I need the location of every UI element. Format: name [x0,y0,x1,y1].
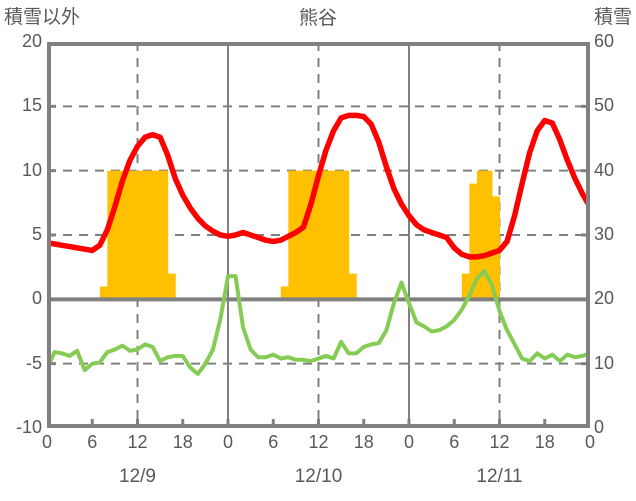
sunshine-bar [167,273,176,300]
right-tick-label: 60 [594,31,615,51]
sunshine-bar [484,170,493,300]
right-tick-label: 10 [594,352,615,373]
sunshine-bar [99,286,108,300]
sunshine-bar [280,286,289,300]
sunshine-bar [318,170,327,300]
right-axis-title: 積雪 [593,7,632,28]
x-tick-label: 0 [584,432,595,452]
sunshine-bars [99,170,500,300]
left-tick-label: -5 [25,352,42,373]
day-label: 12/10 [294,466,343,487]
sunshine-bar [469,183,478,300]
x-tick-label: 0 [41,432,52,452]
sunshine-bar [129,170,138,300]
day-label: 12/9 [119,466,156,487]
x-tick-label: 12 [308,432,329,452]
x-tick-label: 0 [222,432,233,452]
right-tick-label: 30 [594,224,615,244]
x-tick-label: 0 [403,432,414,452]
wind-line [47,269,590,376]
left-tick-label: -10 [15,417,42,437]
series-lines [47,112,590,428]
sunshine-bar [348,273,357,300]
chart-title: 熊谷 [298,8,337,29]
day-label: 12/11 [476,466,523,487]
left-tick-label: 0 [31,288,42,309]
temperature-line [47,112,590,260]
x-tick-label: 12 [489,432,510,452]
sunshine-bar [295,170,304,300]
sunshine-bar [491,196,500,300]
left-tick-label: 5 [31,224,42,244]
sunshine-bar [476,170,485,300]
sunshine-bar [160,170,169,300]
x-tick-label: 6 [268,432,279,452]
x-tick-label: 18 [534,432,555,452]
plot-svg [47,42,590,428]
x-tick-label: 18 [172,432,193,452]
sunshine-bar [326,170,335,300]
x-tick-label: 12 [127,432,148,452]
sunshine-bar [107,170,116,300]
x-tick-label: 6 [449,432,460,452]
right-tick-label: 0 [594,417,605,437]
left-tick-label: 20 [21,31,42,51]
left-tick-label: 10 [21,159,42,180]
right-tick-label: 50 [594,95,615,116]
x-tick-label: 6 [87,432,98,452]
sunshine-bar [114,170,123,300]
plot-area [47,42,590,428]
sunshine-bar [461,273,470,300]
left-tick-label: 15 [21,95,42,116]
sunshine-bar [152,170,161,300]
x-tick-label: 18 [353,432,374,452]
sunshine-bar [137,170,146,300]
right-tick-label: 40 [594,159,615,180]
sunshine-bar [341,170,350,300]
sunshine-bar [145,170,154,300]
sunshine-bar [310,170,319,300]
sunshine-bar [333,170,342,300]
left-axis-title: 積雪以外 [4,7,81,28]
right-tick-label: 20 [594,288,615,309]
axis-ticks [47,104,590,428]
sunshine-bar [122,170,131,300]
sunshine-bar [303,170,312,300]
